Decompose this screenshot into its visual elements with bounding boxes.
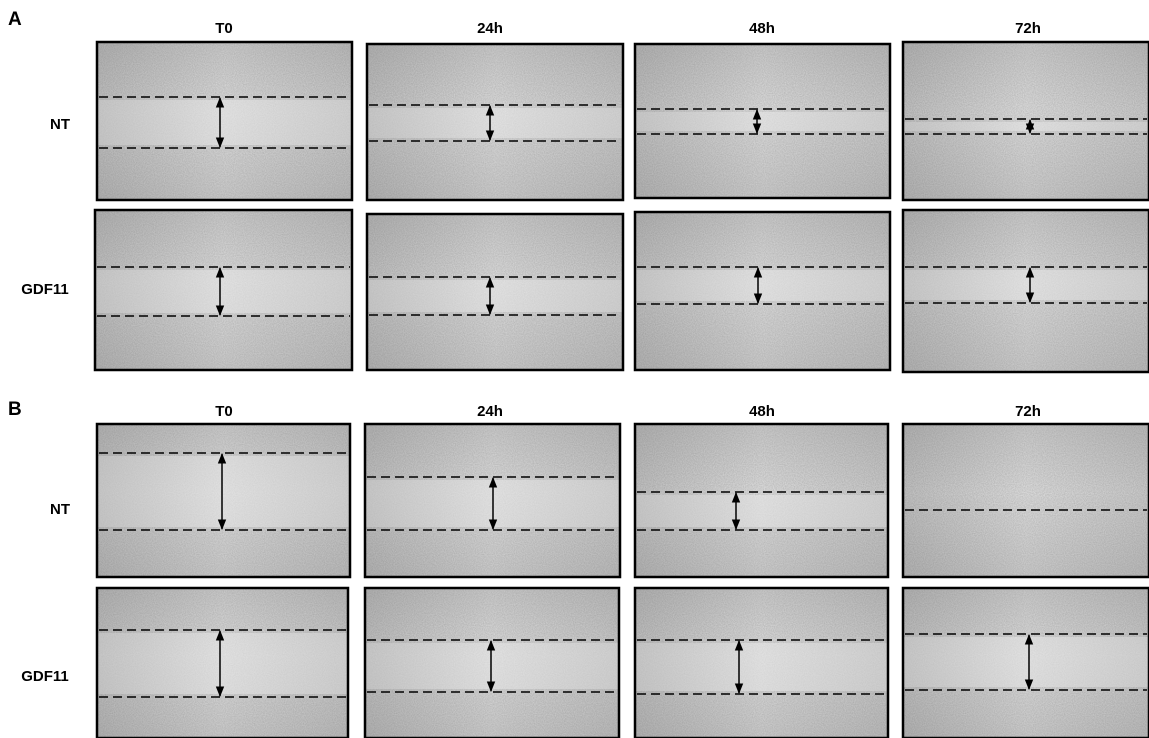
panel-label: A [8, 9, 22, 30]
row-label: GDF11 [21, 281, 69, 298]
image-shade [903, 424, 1149, 577]
column-header: 24h [477, 403, 503, 420]
panel-label: B [8, 399, 22, 420]
micrograph [367, 214, 623, 370]
row-label: NT [50, 116, 70, 133]
image-shade [635, 424, 888, 577]
micrograph [903, 588, 1149, 738]
figure: A T0 24h 48h 72h NT GDF11 B T0 24h 48h 72h NT GDF11 [0, 0, 1149, 738]
micrograph [903, 42, 1149, 200]
micrograph [97, 42, 352, 200]
image-shade [903, 588, 1149, 738]
row-label: NT [50, 501, 70, 518]
image-shade [97, 42, 352, 200]
image-shade [367, 44, 623, 200]
micrograph [97, 588, 348, 738]
image-shade [635, 212, 890, 370]
image-shade [903, 210, 1149, 372]
micrograph [365, 588, 619, 738]
image-shade [903, 42, 1149, 200]
image-shade [635, 44, 890, 198]
micrograph [635, 44, 890, 198]
micrograph [903, 424, 1149, 577]
image-shade [95, 210, 352, 370]
micrograph [95, 210, 352, 370]
micrograph [365, 424, 620, 577]
column-header: 24h [477, 20, 503, 37]
column-header: 72h [1015, 20, 1041, 37]
micrograph [635, 424, 888, 577]
image-shade [97, 588, 348, 738]
image-shade [97, 424, 350, 577]
image-shade [635, 588, 888, 738]
micrograph [97, 424, 350, 577]
micrograph [635, 588, 888, 738]
row-label: GDF11 [21, 668, 69, 685]
column-header: T0 [215, 20, 233, 37]
micrograph [367, 44, 623, 200]
micrograph [635, 212, 890, 370]
micrograph [903, 210, 1149, 372]
image-shade [365, 588, 619, 738]
column-header: T0 [215, 403, 233, 420]
image-shade [367, 214, 623, 370]
column-header: 48h [749, 20, 775, 37]
column-header: 72h [1015, 403, 1041, 420]
column-header: 48h [749, 403, 775, 420]
